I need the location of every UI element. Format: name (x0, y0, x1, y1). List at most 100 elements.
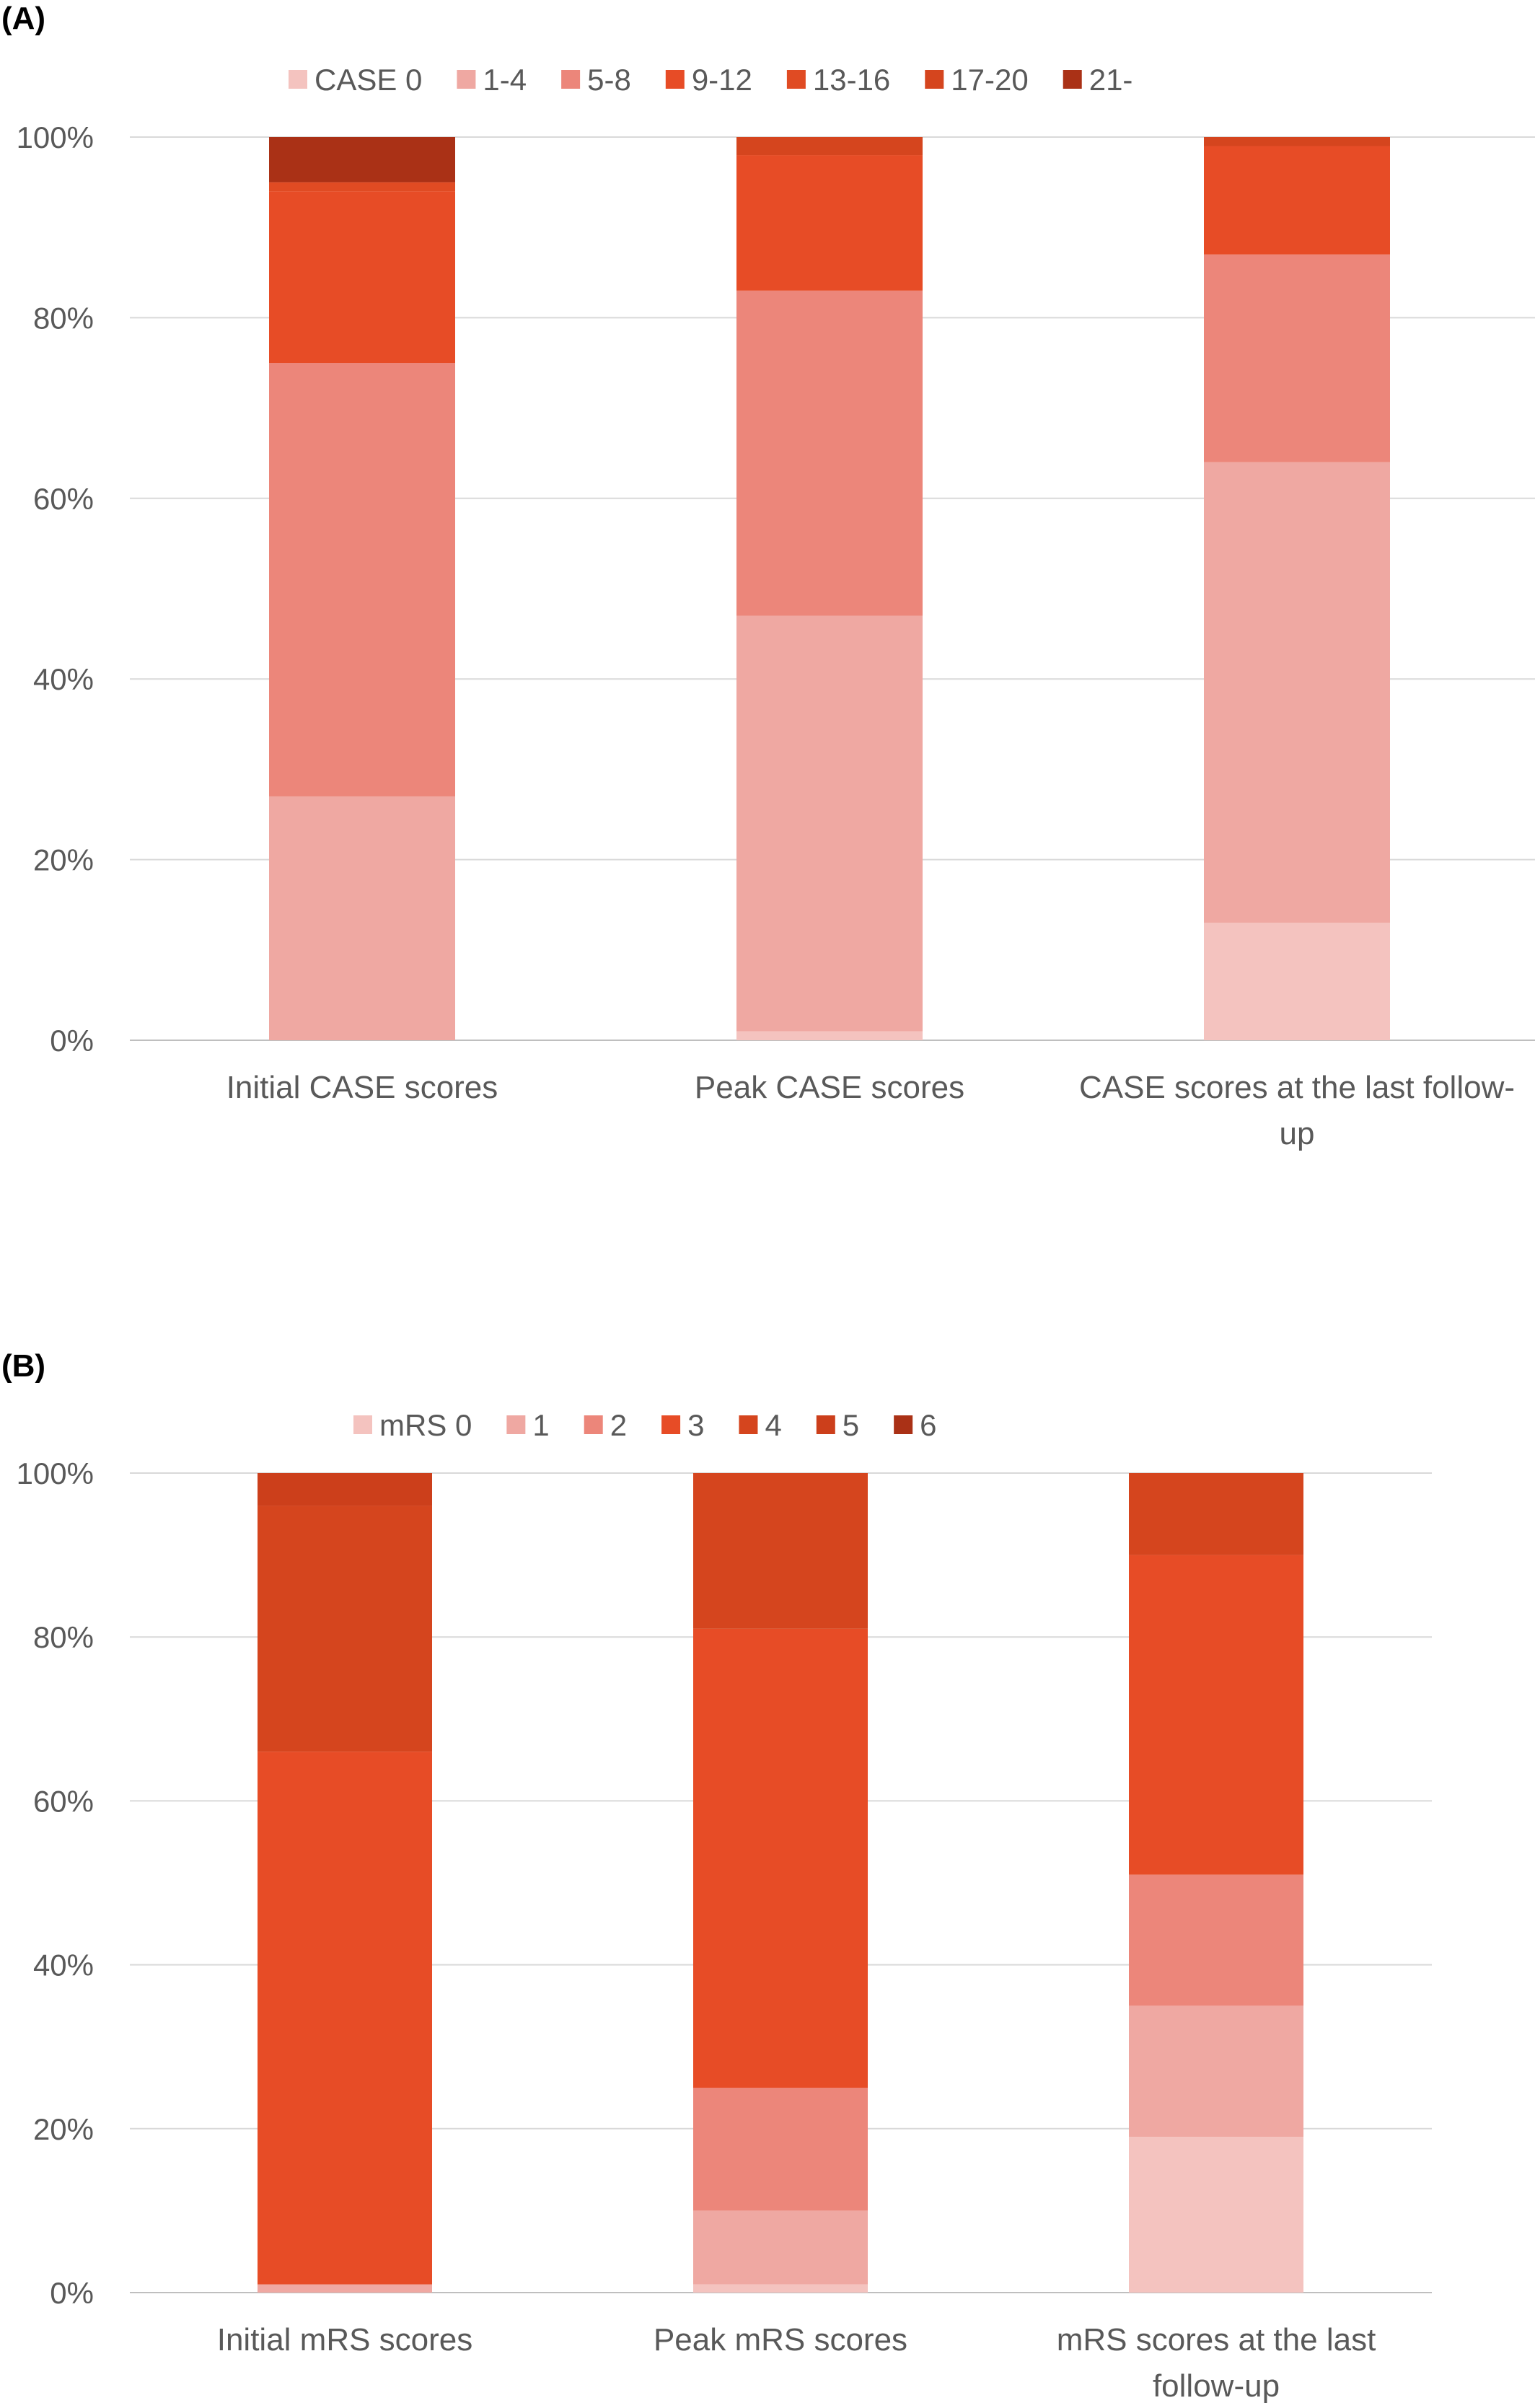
bar-segment (1204, 923, 1390, 1040)
legend-label: 6 (920, 1408, 936, 1442)
legend-swatch (894, 1415, 913, 1434)
stacked-bars (269, 137, 1390, 1040)
legend-label: 13-16 (813, 63, 890, 97)
bar-segment (736, 290, 923, 616)
legend-item: CASE 0 (289, 63, 422, 97)
category-label: mRS scores at the last (1057, 2322, 1376, 2358)
category-label: up (1280, 1116, 1315, 1151)
category-label: CASE scores at the last follow- (1079, 1070, 1515, 1105)
y-tick-labels: 0% 20% 40% 60% 80% 100% (17, 120, 94, 1058)
legend-item: 5 (816, 1408, 859, 1442)
bar-segment (736, 615, 923, 1032)
bar-segment (269, 363, 455, 796)
panel-label: (A) (1, 1, 45, 36)
legend-swatch (739, 1415, 758, 1434)
bar-segment (693, 2284, 868, 2293)
category-label: follow-up (1153, 2368, 1280, 2404)
y-tick-labels: 0% 20% 40% 60% 80% 100% (17, 1456, 94, 2310)
bar-segment (736, 137, 923, 156)
panel-label: (B) (1, 1348, 45, 1384)
legend-swatch (665, 70, 685, 89)
y-tick-label: 100% (17, 120, 94, 154)
legend-item: 4 (739, 1408, 782, 1442)
legend-swatch (289, 70, 307, 89)
category-label: Initial mRS scores (217, 2322, 473, 2358)
legend-item: 6 (894, 1408, 937, 1442)
legend-item: 17-20 (925, 63, 1029, 97)
legend-label: 1-4 (483, 63, 527, 97)
bar-segment (736, 1031, 923, 1040)
bar-segment (269, 191, 455, 363)
category-label: Peak mRS scores (654, 2322, 907, 2358)
legend-item: 2 (584, 1408, 627, 1442)
legend-label: 21- (1089, 63, 1133, 97)
legend-label: 1 (532, 1408, 549, 1442)
legend-label: 2 (610, 1408, 627, 1442)
stacked-bars (258, 1473, 1303, 2293)
category-labels: Initial CASE scores Peak CASE scores CASE … (226, 1070, 1515, 1151)
category-label: Peak CASE scores (695, 1070, 964, 1105)
legend-item: 9-12 (665, 63, 752, 97)
bar-segment (258, 1473, 432, 1506)
bar-segment (258, 1752, 432, 2285)
legend-swatch (786, 70, 806, 89)
legend-swatch (506, 1415, 526, 1434)
legend-swatch (1063, 70, 1082, 89)
bar-segment (1129, 1874, 1303, 2006)
category-label: Initial CASE scores (226, 1070, 498, 1105)
legend-label: mRS 0 (379, 1408, 472, 1442)
y-tick-label: 60% (33, 482, 94, 516)
bar-segment (1204, 146, 1390, 255)
bar-segment (269, 796, 455, 1040)
y-tick-label: 40% (33, 662, 94, 696)
legend-item: mRS 0 (353, 1408, 472, 1442)
legend-swatch (457, 70, 476, 89)
legend-item: 21- (1063, 63, 1133, 97)
bar-segment (693, 2210, 868, 2285)
legend-label: 5-8 (587, 63, 631, 97)
legend: CASE 0 1-4 5-8 9-12 13-16 17-20 21- (289, 63, 1132, 97)
legend-label: 5 (843, 1408, 859, 1442)
y-tick-label: 80% (33, 1620, 94, 1654)
legend-swatch (816, 1415, 835, 1434)
bar-segment (1129, 2005, 1303, 2137)
bar-segment (258, 2284, 432, 2293)
panel-a: (A) 0% 20% 40% 60% 80% 100% Initial CASE scor… (1, 1, 1535, 1151)
legend-item: 1 (506, 1408, 550, 1442)
category-labels: Initial mRS scores Peak mRS scores mRS sco… (217, 2322, 1376, 2404)
bar-segment (1129, 1555, 1303, 1875)
bar-segment (1204, 137, 1390, 146)
bar-segment (693, 1628, 868, 2088)
bar-segment (269, 137, 455, 183)
y-tick-label: 0% (50, 1024, 94, 1058)
legend-swatch (661, 1415, 681, 1434)
bar-segment (693, 2088, 868, 2211)
legend-label: 17-20 (951, 63, 1028, 97)
bar-segment (1129, 1473, 1303, 1555)
bar-segment (693, 1473, 868, 1629)
legend-item: 5-8 (561, 63, 631, 97)
legend-label: 4 (765, 1408, 781, 1442)
legend: mRS 0 1 2 3 4 5 6 (353, 1408, 937, 1442)
y-tick-label: 80% (33, 301, 94, 335)
bar-segment (1204, 462, 1390, 923)
y-tick-label: 60% (33, 1784, 94, 1818)
bar-segment (269, 182, 455, 192)
bar-segment (258, 1506, 432, 1752)
legend-swatch (561, 70, 581, 89)
y-tick-label: 100% (17, 1456, 94, 1490)
legend-item: 13-16 (786, 63, 890, 97)
legend-item: 1-4 (457, 63, 527, 97)
legend-label: CASE 0 (315, 63, 422, 97)
bar-segment (1129, 2137, 1303, 2293)
panel-b: (B) 0% 20% 40% 60% 80% 100% Initial mRS score… (1, 1348, 1432, 2404)
y-tick-label: 0% (50, 2276, 94, 2310)
y-tick-label: 40% (33, 1948, 94, 1982)
legend-swatch (353, 1415, 372, 1434)
legend-label: 9-12 (692, 63, 752, 97)
legend-item: 3 (661, 1408, 704, 1442)
y-tick-label: 20% (33, 2112, 94, 2146)
legend-label: 3 (687, 1408, 704, 1442)
bar-segment (1204, 254, 1390, 462)
